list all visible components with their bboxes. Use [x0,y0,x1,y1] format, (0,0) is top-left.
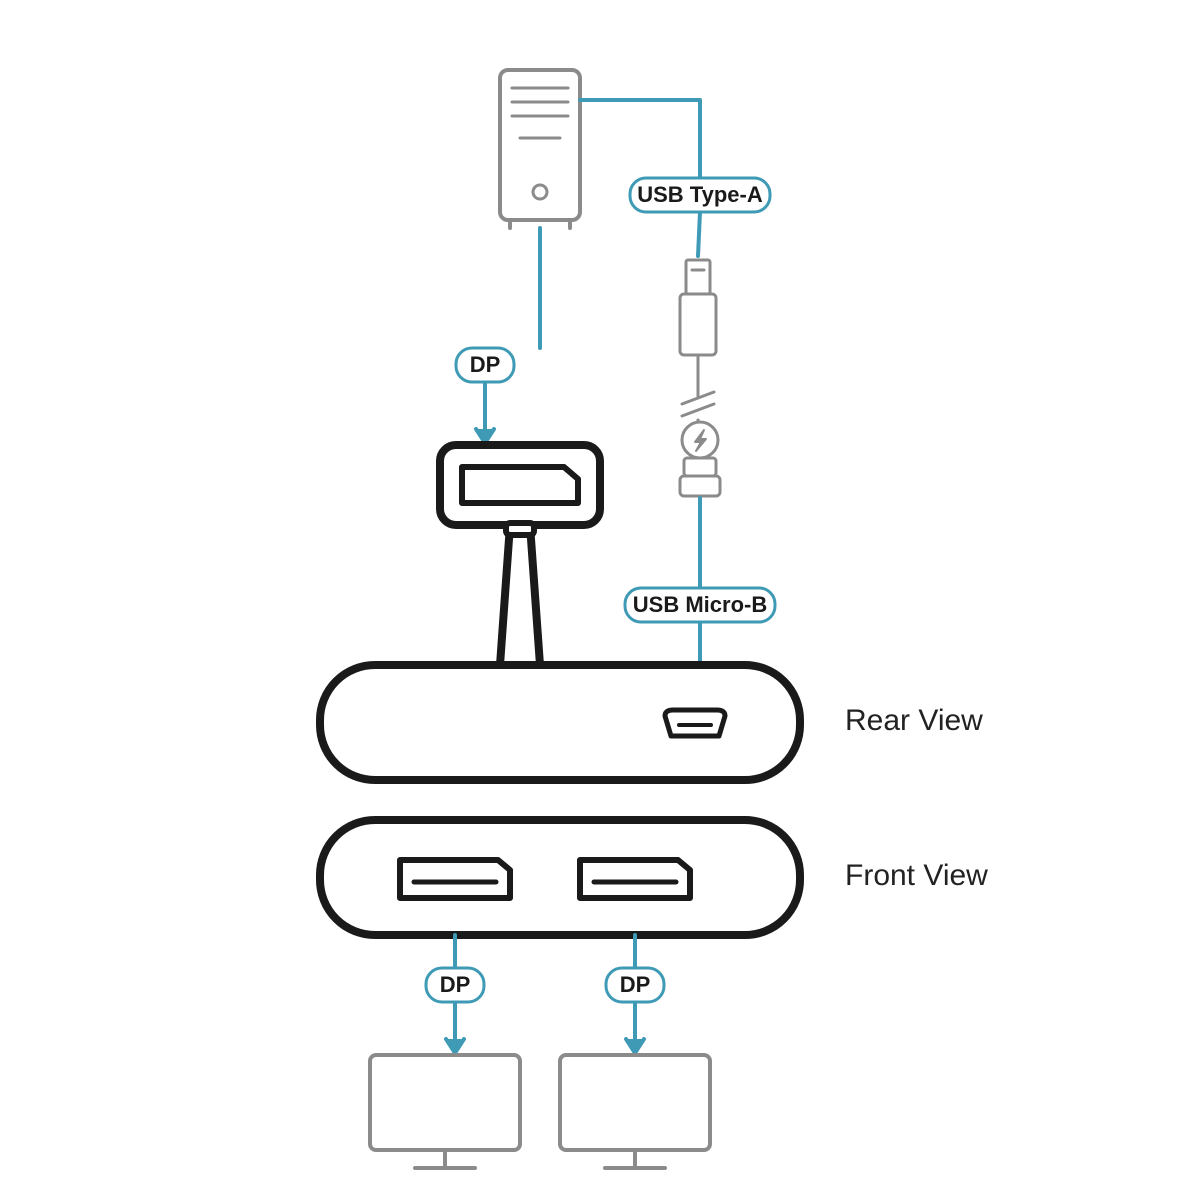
pill-usb-micro-b-label: USB Micro-B [633,592,767,617]
lightning-icon [682,422,718,458]
usb-tip-icon [680,458,720,496]
cable-tower-to-usb-a [580,100,700,178]
pill-usb-micro-b: USB Micro-B [625,588,775,622]
hub-rear-icon [320,665,800,780]
pill-dp-in-label: DP [470,352,501,377]
pill-dp-out-1: DP [426,968,484,1002]
pc-tower-icon [500,70,580,228]
pill-dp-out-1-label: DP [440,972,471,997]
dp-stem [500,525,540,665]
monitor-1-icon [370,1055,520,1168]
pill-dp-out-2: DP [606,968,664,1002]
pill-dp-in: DP [456,348,514,382]
rear-view-label: Rear View [845,704,983,737]
front-view-label: Front View [845,859,988,892]
usb-a-plug-icon [680,260,716,355]
pill-usb-a: USB Type-A [630,178,770,212]
pill-dp-out-2-label: DP [620,972,651,997]
monitor-2-icon [560,1055,710,1168]
pill-usb-a-label: USB Type-A [637,182,763,207]
hub-front-icon [320,820,800,935]
dp-plug-icon [440,445,600,665]
